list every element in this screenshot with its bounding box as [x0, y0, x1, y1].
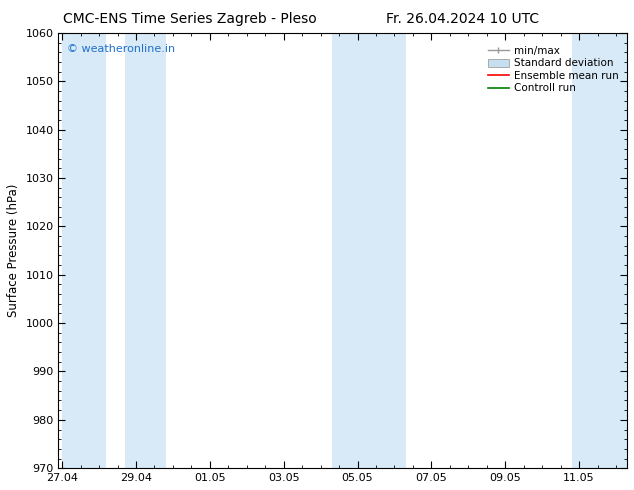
Y-axis label: Surface Pressure (hPa): Surface Pressure (hPa) — [7, 184, 20, 318]
Text: CMC-ENS Time Series Zagreb - Pleso: CMC-ENS Time Series Zagreb - Pleso — [63, 12, 317, 26]
Legend: min/max, Standard deviation, Ensemble mean run, Controll run: min/max, Standard deviation, Ensemble me… — [485, 43, 622, 97]
Bar — [125, 33, 165, 468]
Bar — [572, 33, 627, 468]
Text: © weatheronline.in: © weatheronline.in — [67, 44, 175, 54]
Bar — [332, 33, 406, 468]
Bar — [62, 33, 107, 468]
Text: Fr. 26.04.2024 10 UTC: Fr. 26.04.2024 10 UTC — [386, 12, 540, 26]
